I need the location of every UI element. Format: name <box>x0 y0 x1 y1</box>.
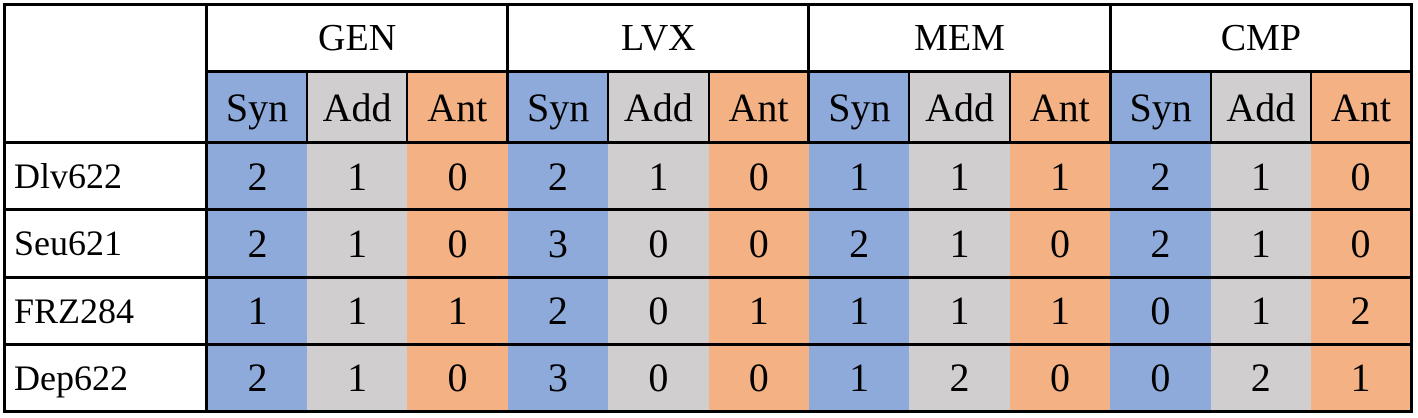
value-cell: 0 <box>708 208 809 277</box>
sub-header: Ant <box>406 71 508 144</box>
sub-header: Add <box>305 71 408 144</box>
value-cell: 1 <box>306 342 408 412</box>
data-row: Dep622 2 1 0 3 0 0 1 2 0 0 2 1 <box>4 342 1412 412</box>
value-cell: 2 <box>507 275 609 345</box>
row-label: FRZ284 <box>4 275 208 345</box>
value-cell: 0 <box>1009 208 1111 277</box>
value-cell: 0 <box>1310 140 1412 210</box>
value-cell: 2 <box>507 140 609 210</box>
value-cell: 0 <box>1110 342 1211 412</box>
sub-header: Syn <box>1108 71 1211 144</box>
value-cell: 0 <box>608 275 709 345</box>
data-row: FRZ284 1 1 1 2 0 1 1 1 1 0 1 2 <box>4 275 1412 345</box>
value-cell: 1 <box>1009 275 1111 345</box>
corner-cell <box>4 4 208 144</box>
value-cell: 1 <box>1210 140 1311 210</box>
sub-header: Add <box>908 71 1010 144</box>
value-cell: 1 <box>407 275 508 345</box>
value-cell: 1 <box>909 275 1010 345</box>
value-cell: 0 <box>1009 342 1111 412</box>
value-cell: 2 <box>206 208 307 277</box>
value-cell: 3 <box>507 342 609 412</box>
sub-header: Syn <box>506 71 609 144</box>
sub-header: Ant <box>1008 71 1111 144</box>
table-header: GEN LVX MEM CMP Syn Add Ant Syn Add Ant Syn Add Ant S… <box>4 4 1412 144</box>
group-header: CMP <box>1108 4 1412 73</box>
value-cell: 1 <box>306 140 408 210</box>
sub-header: Add <box>607 71 709 144</box>
sub-header: Ant <box>1309 71 1412 144</box>
value-cell: 1 <box>206 275 307 345</box>
data-row: Dlv622 2 1 0 2 1 0 1 1 1 2 1 0 <box>4 140 1412 210</box>
value-cell: 2 <box>1310 275 1412 345</box>
value-cell: 0 <box>608 342 709 412</box>
value-cell: 1 <box>608 140 709 210</box>
value-cell: 0 <box>407 140 508 210</box>
value-cell: 0 <box>1310 208 1412 277</box>
value-cell: 1 <box>909 140 1010 210</box>
value-cell: 2 <box>1210 342 1311 412</box>
value-cell: 0 <box>407 208 508 277</box>
value-cell: 0 <box>608 208 709 277</box>
data-row: Seu621 2 1 0 3 0 0 2 1 0 2 1 0 <box>4 208 1412 277</box>
row-label: Dep622 <box>4 342 208 412</box>
value-cell: 2 <box>206 342 307 412</box>
value-cell: 2 <box>909 342 1010 412</box>
table-body: Dlv622 2 1 0 2 1 0 1 1 1 2 1 0 Seu621 2 1 0 3 0 0 2 1 0 2 1 0 FRZ2… <box>4 140 1412 412</box>
value-cell: 1 <box>708 275 809 345</box>
value-cell: 1 <box>1210 208 1311 277</box>
group-header: LVX <box>506 4 809 73</box>
value-cell: 2 <box>1110 140 1211 210</box>
value-cell: 1 <box>1210 275 1311 345</box>
value-cell: 1 <box>306 208 408 277</box>
value-cell: 1 <box>306 275 408 345</box>
value-cell: 1 <box>1009 140 1111 210</box>
value-cell: 0 <box>708 342 809 412</box>
group-header: MEM <box>807 4 1111 73</box>
value-cell: 2 <box>808 208 910 277</box>
value-cell: 0 <box>407 342 508 412</box>
row-label: Dlv622 <box>4 140 208 210</box>
sub-header-row: Syn Add Ant Syn Add Ant Syn Add Ant Syn Add Ant <box>5 71 1412 144</box>
group-header-row: GEN LVX MEM CMP <box>4 4 1412 144</box>
value-cell: 3 <box>507 208 609 277</box>
value-cell: 1 <box>1310 342 1412 412</box>
sub-header: Syn <box>204 71 307 144</box>
value-cell: 1 <box>808 140 910 210</box>
value-cell: 2 <box>1110 208 1211 277</box>
value-cell: 2 <box>206 140 307 210</box>
sub-header: Add <box>1209 71 1311 144</box>
sub-header: Syn <box>807 71 910 144</box>
sub-header: Ant <box>707 71 809 144</box>
value-cell: 1 <box>808 275 910 345</box>
value-cell: 1 <box>909 208 1010 277</box>
value-cell: 0 <box>1110 275 1211 345</box>
group-header: GEN <box>204 4 508 73</box>
value-cell: 0 <box>708 140 809 210</box>
row-label: Seu621 <box>4 208 208 277</box>
value-cell: 1 <box>808 342 910 412</box>
results-table: GEN LVX MEM CMP Syn Add Ant Syn Add Ant Syn Add Ant S… <box>3 3 1413 413</box>
